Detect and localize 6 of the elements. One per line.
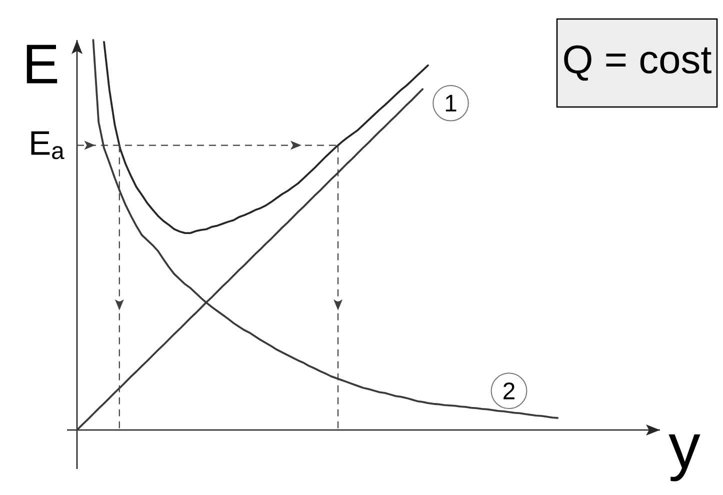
y-axis-title: E: [26, 44, 58, 84]
text: Q = cost: [564, 45, 712, 81]
x-axis-title: y: [668, 434, 700, 482]
ref-line-label: E$_{a}$: [31, 131, 64, 160]
series-label: 2: [504, 382, 514, 400]
series-label: 1: [446, 94, 456, 112]
